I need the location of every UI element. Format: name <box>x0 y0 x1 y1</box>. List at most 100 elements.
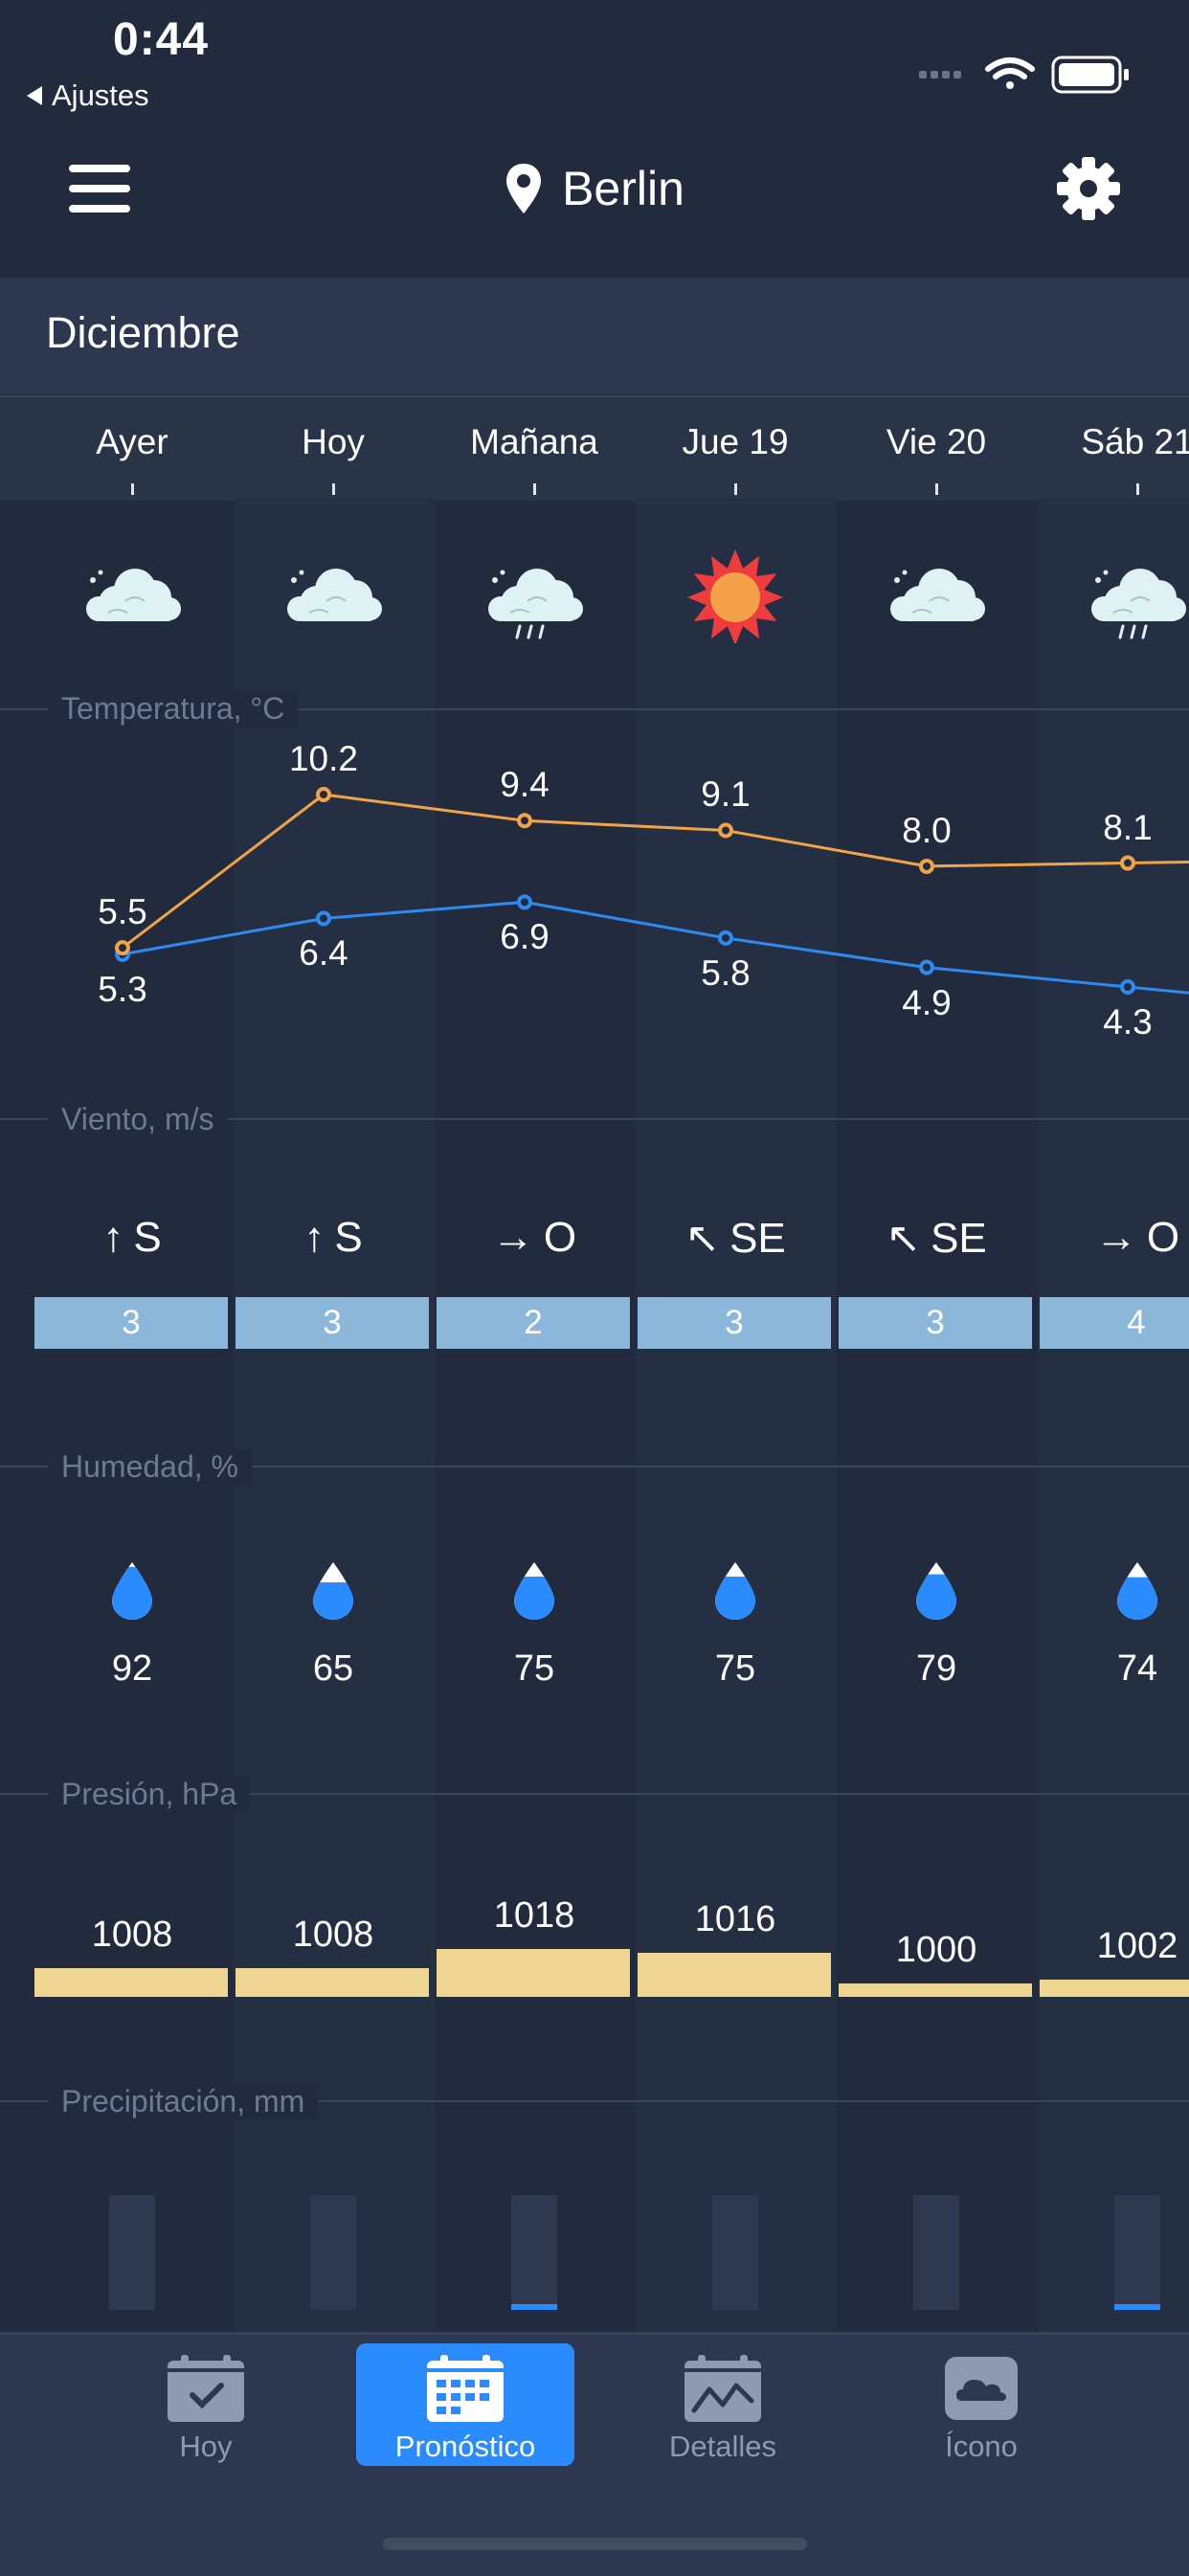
low-temp-label: 6.9 <box>500 917 550 957</box>
pressure-value: 1008 <box>292 1915 374 1955</box>
wind-arrow-icon: ↑ <box>102 1214 124 1261</box>
precipitation-bar <box>712 2195 758 2310</box>
month-header <box>0 278 1189 394</box>
precipitation-bar <box>1114 2195 1160 2310</box>
wind-direction: ↖ SE <box>836 1214 1037 1263</box>
divider <box>0 1793 1189 1795</box>
day-label[interactable]: Hoy <box>302 422 365 461</box>
low-temp-label: 5.8 <box>701 952 751 993</box>
day-label[interactable]: Ayer <box>96 422 168 461</box>
wind-speed-bar: 3 <box>638 1297 831 1349</box>
wind-speed-bar: 3 <box>34 1297 228 1349</box>
location-pin-icon <box>506 164 542 213</box>
day-label[interactable]: Sáb 21 <box>1081 422 1189 461</box>
calendar-check-icon <box>168 2355 244 2422</box>
menu-icon[interactable] <box>69 165 130 213</box>
status-time: 0:44 <box>113 14 210 65</box>
battery-icon <box>1051 56 1129 94</box>
wind-dir-label: SE <box>931 1215 987 1262</box>
high-temp-line-point <box>316 787 331 802</box>
high-temp-line-point <box>718 822 733 839</box>
wind-speed-bar: 3 <box>839 1297 1032 1349</box>
location-selector[interactable]: Berlin <box>0 161 1189 216</box>
divider <box>0 1466 1189 1467</box>
humidity-value: 75 <box>714 1648 756 1689</box>
tab-details[interactable]: Detalles <box>614 2343 832 2466</box>
low-temp-label: 4.3 <box>1103 1002 1153 1042</box>
pressure-value: 1008 <box>91 1915 173 1955</box>
tab-today[interactable]: Hoy <box>97 2343 315 2466</box>
high-temp-line-point <box>517 813 532 829</box>
day-tick <box>533 483 536 495</box>
cloud-rain-icon <box>1091 569 1186 639</box>
pressure-bar <box>638 1953 831 1997</box>
high-temp-label: 9.4 <box>500 765 550 805</box>
pressure-value: 1018 <box>493 1895 575 1936</box>
back-label: Ajustes <box>52 78 149 112</box>
wind-section-label: Viento, m/s <box>48 1102 228 1137</box>
cloudy-icon <box>86 569 181 621</box>
tab-label: Hoy <box>179 2430 233 2463</box>
divider <box>0 708 1189 710</box>
pressure-bar <box>437 1949 630 1997</box>
gear-icon[interactable] <box>1055 155 1122 222</box>
day-label[interactable]: Mañana <box>470 422 598 461</box>
calendar-grid-icon <box>427 2355 504 2422</box>
humidity-value: 92 <box>111 1648 153 1689</box>
signal-icon <box>919 71 961 78</box>
day-tick <box>1136 483 1139 495</box>
wind-dir-label: O <box>543 1214 577 1261</box>
status-icons <box>919 56 1129 94</box>
pressure-bar <box>34 1968 228 1997</box>
sun-icon <box>687 549 783 643</box>
high-temp-label: 10.2 <box>288 739 358 778</box>
divider <box>0 2100 1189 2102</box>
cloudy-icon <box>287 569 382 621</box>
wifi-icon <box>985 57 1035 89</box>
tab-label: Pronóstico <box>394 2430 536 2463</box>
precipitation-fill <box>1114 2304 1160 2310</box>
day-tick <box>935 483 938 495</box>
low-temp-line-point <box>919 959 934 975</box>
high-temp-line-point <box>115 940 130 956</box>
humidity-value: 74 <box>1116 1648 1158 1689</box>
precipitation-bar <box>109 2195 155 2310</box>
day-tick <box>734 483 737 495</box>
low-temp-line-point <box>517 894 532 910</box>
high-temp-line-point <box>1120 855 1135 871</box>
back-arrow-icon <box>27 86 42 105</box>
humidity-value: 75 <box>513 1648 555 1689</box>
day-label[interactable]: Jue 19 <box>682 422 789 461</box>
wind-direction: → O <box>434 1214 635 1262</box>
tab-icon[interactable]: Ícono <box>872 2343 1090 2466</box>
low-temp-line-point <box>718 930 733 946</box>
temperature-chart <box>115 787 1189 995</box>
water-drop-icon <box>112 1562 152 1620</box>
cloud-rain-icon <box>488 569 583 639</box>
wind-dir-label: SE <box>729 1215 786 1262</box>
wind-speed-bar: 3 <box>236 1297 429 1349</box>
cloud-app-icon <box>945 2357 1018 2420</box>
back-to-settings-link[interactable]: Ajustes <box>27 78 149 113</box>
wind-direction: ↖ SE <box>635 1214 836 1263</box>
status-bar <box>0 0 1189 124</box>
wind-arrow-icon: ↖ <box>886 1215 922 1262</box>
day-column <box>636 499 837 2332</box>
wind-direction: ↑ S <box>233 1214 434 1262</box>
water-drop-icon <box>715 1562 755 1620</box>
wind-speed-bar: 4 <box>1040 1297 1189 1349</box>
wind-arrow-icon: → <box>1094 1214 1137 1261</box>
day-label[interactable]: Vie 20 <box>886 422 987 461</box>
humidity-value: 65 <box>312 1648 354 1689</box>
pressure-bar <box>839 1983 1032 1997</box>
cloudy-icon <box>890 569 985 621</box>
wind-arrow-icon: → <box>491 1214 534 1261</box>
calendar-chart-icon <box>684 2355 761 2422</box>
tab-forecast[interactable]: Pronóstico <box>356 2343 574 2466</box>
day-tick <box>131 483 134 495</box>
precipitation-bar <box>913 2195 959 2310</box>
low-temp-label: 5.3 <box>98 969 147 1009</box>
wind-speed-bar: 2 <box>437 1297 630 1349</box>
precipitation-bar <box>310 2195 356 2310</box>
temperature-section-label: Temperatura, °C <box>48 691 299 727</box>
